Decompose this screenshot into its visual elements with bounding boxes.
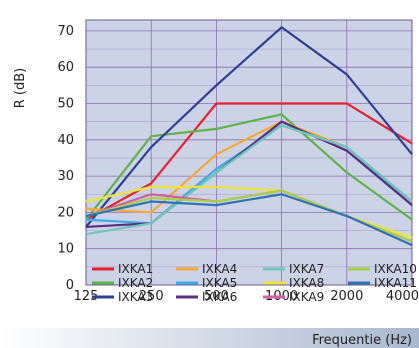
y-tick-label: 20	[57, 205, 74, 220]
legend-label: IXKA2	[118, 276, 153, 290]
legend-label: IXKA9	[289, 290, 324, 304]
y-tick-label: 70	[57, 24, 74, 39]
series-line-ixka7	[85, 124, 413, 236]
legend-label: IXKA1	[118, 262, 153, 276]
legend-label: IXKA4	[202, 262, 237, 276]
y-tick-label: 10	[57, 242, 74, 257]
legend-item-ixka1: IXKA1	[92, 262, 153, 276]
series-line-ixka3	[85, 26, 413, 228]
legend-label: IXKA6	[202, 290, 237, 304]
y-tick-label: 40	[57, 133, 74, 148]
legend-item-ixka5: IXKA5	[176, 276, 237, 290]
x-axis-label: Frequentie (Hz)	[312, 333, 412, 348]
legend-label: IXKA7	[289, 262, 324, 276]
legend-label: IXKA10	[374, 262, 417, 276]
x-tick-label: 125	[74, 289, 99, 304]
legend-item-ixka2: IXKA2	[92, 276, 153, 290]
y-tick-label: 50	[57, 96, 74, 111]
legend-label: IXKA8	[289, 276, 324, 290]
y-axis-label: R (dB)	[13, 68, 28, 108]
y-tick-label: 30	[57, 169, 74, 184]
y-tick-label: 60	[57, 60, 74, 75]
x-tick-label: 4000	[386, 289, 419, 304]
plot-area	[86, 20, 412, 285]
legend-label: IXKA5	[202, 276, 237, 290]
y-tick-labels: 0 10 20 30 40 50 60 70	[57, 24, 74, 293]
x-tick-labels: 125250500100020004000	[74, 289, 419, 304]
x-tick-label: 500	[204, 289, 229, 304]
legend-label: IXKA11	[374, 276, 417, 290]
series-line-ixka2	[85, 113, 413, 221]
series-line-ixka6	[85, 120, 413, 229]
legend-item-ixka9: IXKA9	[263, 290, 324, 304]
legend-item-ixka3: IXKA3	[92, 290, 153, 304]
plot-border	[85, 19, 413, 286]
legend-item-ixka7: IXKA7	[263, 262, 324, 276]
y-tick-label: 0	[66, 278, 74, 293]
legend-item-ixka11: IXKA11	[348, 276, 417, 290]
x-axis-label-band	[0, 328, 419, 348]
legend-item-ixka4: IXKA4	[176, 262, 237, 276]
series-line-ixka11	[85, 193, 413, 247]
legend-item-ixka6: IXKA6	[176, 290, 237, 304]
legend-label: IXKA3	[118, 290, 153, 304]
legend-item-ixka8: IXKA8	[263, 276, 324, 290]
x-tick-label: 250	[139, 289, 164, 304]
x-tick-label: 2000	[330, 289, 363, 304]
legend-item-ixka10: IXKA10	[348, 262, 417, 276]
series-lines	[85, 26, 413, 247]
